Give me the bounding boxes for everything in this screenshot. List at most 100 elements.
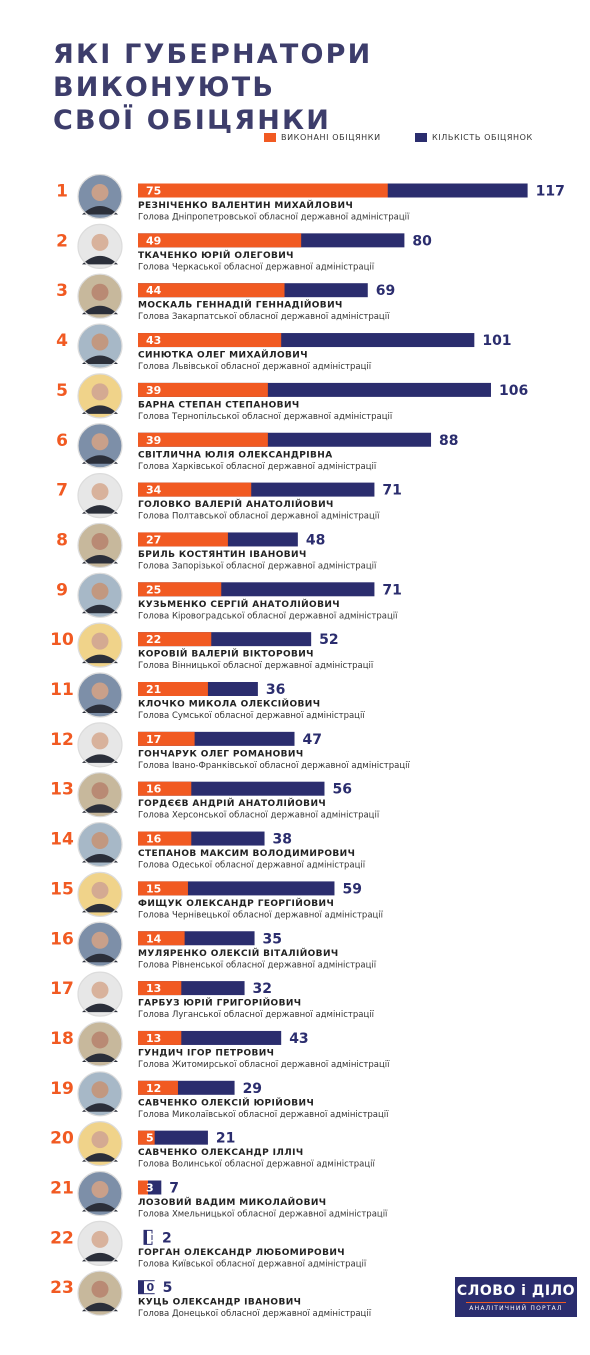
avatar-shoulders bbox=[82, 355, 118, 365]
governor-name: САВЧЕНКО ОЛЕКСІЙ ЮРІЙОВИЧ bbox=[138, 1096, 314, 1108]
done-value-label: 0 bbox=[147, 1281, 155, 1294]
governor-name: ГОНЧАРУК ОЛЕГ РОМАНОВИЧ bbox=[138, 749, 304, 759]
rank-number: 16 bbox=[50, 929, 74, 949]
avatar-border bbox=[77, 871, 123, 918]
governor-position: Голова Київської обласної державної адмі… bbox=[138, 1259, 367, 1269]
avatar-border bbox=[77, 273, 123, 319]
avatar-shoulders bbox=[82, 1302, 118, 1312]
governor-position: Голова Харківської обласної державної ад… bbox=[138, 462, 377, 472]
avatar-face bbox=[91, 184, 109, 201]
rank-number: 4 bbox=[56, 331, 68, 351]
avatar-face bbox=[91, 881, 109, 899]
governor-name: ЛОЗОВИЙ ВАДИМ МИКОЛАЙОВИЧ bbox=[138, 1196, 326, 1208]
total-value-label: 106 bbox=[499, 383, 528, 399]
rank-number: 11 bbox=[50, 680, 74, 700]
total-value-label: 59 bbox=[342, 881, 361, 897]
done-value-label: 17 bbox=[146, 733, 161, 746]
done-bar bbox=[138, 682, 208, 696]
governor-name: ФИЩУК ОЛЕКСАНДР ГЕОРГІЙОВИЧ bbox=[138, 897, 334, 909]
done-value-label: 15 bbox=[146, 882, 161, 895]
avatar-shoulders bbox=[82, 405, 118, 414]
total-value-label: 21 bbox=[216, 1131, 235, 1147]
governor-position: Голова Чернівецької обласної державної а… bbox=[138, 910, 384, 920]
total-value-label: 36 bbox=[266, 682, 285, 698]
total-value-label: 88 bbox=[439, 433, 458, 449]
total-value-label: 29 bbox=[243, 1081, 262, 1097]
done-value-label: 39 bbox=[146, 434, 161, 447]
avatar-border bbox=[77, 1021, 123, 1067]
done-value-label: 16 bbox=[146, 833, 162, 846]
rank-number: 7 bbox=[56, 481, 68, 501]
total-value-label: 117 bbox=[536, 184, 565, 200]
avatar-shoulders bbox=[82, 455, 118, 464]
avatar-face bbox=[91, 732, 109, 750]
avatar-shoulders bbox=[82, 1053, 118, 1062]
done-bar bbox=[138, 1030, 182, 1045]
avatar-face bbox=[91, 981, 109, 999]
governor-position: Голова Запорізької обласної державної ад… bbox=[138, 561, 377, 571]
governor-name: МОСКАЛЬ ГЕННАДІЙ ГЕННАДІЙОВИЧ bbox=[138, 299, 343, 311]
total-value-label: 48 bbox=[306, 532, 325, 548]
total-value-label: 7 bbox=[169, 1181, 179, 1197]
avatar-border bbox=[77, 423, 123, 469]
governor-position: Голова Волинської обласної державної адм… bbox=[138, 1160, 375, 1170]
done-bar bbox=[138, 582, 222, 597]
avatar-shoulders bbox=[82, 654, 118, 664]
avatar-border bbox=[77, 323, 123, 369]
done-value-label: 5 bbox=[146, 1132, 154, 1145]
rank-number: 3 bbox=[56, 281, 68, 301]
done-bar bbox=[138, 632, 212, 647]
avatar-border bbox=[77, 522, 123, 569]
governor-position: Голова Одеської обласної державної адмін… bbox=[138, 861, 366, 871]
title-line-1: ЯКІ ГУБЕРНАТОРИ ВИКОНУЮТЬ bbox=[53, 39, 373, 103]
done-bar bbox=[138, 931, 185, 946]
legend-swatch-done bbox=[264, 133, 276, 142]
total-value-label: 71 bbox=[382, 483, 401, 499]
done-value-label: 0 bbox=[148, 1231, 156, 1244]
done-value-label: 25 bbox=[146, 583, 161, 596]
avatar-border bbox=[77, 373, 123, 419]
done-value-label: 39 bbox=[146, 384, 161, 397]
done-value-label: 3 bbox=[146, 1182, 154, 1195]
done-value-label: 34 bbox=[146, 484, 162, 497]
rank-number: 15 bbox=[50, 879, 74, 899]
avatar-shoulders bbox=[82, 305, 118, 315]
governor-name: ГОРДЄЄВ АНДРІЙ АНАТОЛІЙОВИЧ bbox=[138, 797, 326, 809]
avatar-shoulders bbox=[82, 754, 118, 763]
rank-number: 19 bbox=[50, 1079, 74, 1099]
done-value-label: 49 bbox=[146, 234, 161, 247]
done-value-label: 27 bbox=[146, 533, 161, 546]
governor-position: Голова Миколаївської обласної державної … bbox=[138, 1110, 389, 1120]
rank-number: 17 bbox=[50, 979, 74, 999]
rank-number: 21 bbox=[50, 1179, 74, 1199]
avatar-shoulders bbox=[82, 554, 118, 564]
governor-position: Голова Закарпатської обласної державної … bbox=[138, 312, 390, 322]
done-value-label: 16 bbox=[146, 783, 162, 796]
governor-name: КЛОЧКО МИКОЛА ОЛЕКСІЙОВИЧ bbox=[138, 698, 320, 710]
avatar-shoulders bbox=[82, 206, 118, 215]
brand-logo: СЛОВО і ДІЛО АНАЛІТИЧНИЙ ПОРТАЛ bbox=[455, 1277, 577, 1317]
total-value-label: 71 bbox=[382, 582, 401, 598]
done-bar bbox=[138, 831, 192, 846]
governor-position: Голова Рівненської обласної державної ад… bbox=[138, 960, 377, 970]
avatar-border bbox=[77, 1121, 123, 1167]
governor-position: Голова Полтавської обласної державної ад… bbox=[138, 512, 380, 522]
avatar-shoulders bbox=[82, 903, 118, 913]
governor-position: Голова Вінницької обласної державної адм… bbox=[138, 661, 374, 671]
done-bar bbox=[138, 731, 195, 746]
total-bar bbox=[138, 1130, 208, 1145]
avatar-shoulders bbox=[82, 854, 118, 863]
avatar-face bbox=[91, 1181, 109, 1198]
governor-name: САВЧЕНКО ОЛЕКСАНДР ІЛЛІЧ bbox=[138, 1148, 304, 1158]
done-value-label: 44 bbox=[146, 284, 162, 297]
logo-name: СЛОВО і ДІЛО bbox=[456, 1283, 576, 1299]
rank-number: 2 bbox=[56, 231, 68, 251]
rank-number: 22 bbox=[50, 1228, 74, 1248]
governor-position: Голова Тернопільської обласної державної… bbox=[138, 412, 393, 422]
done-bar bbox=[138, 781, 192, 796]
avatar-border bbox=[77, 173, 123, 220]
avatar-shoulders bbox=[82, 505, 118, 514]
avatar-face bbox=[91, 582, 109, 600]
avatar-face bbox=[91, 532, 109, 550]
avatar-face bbox=[91, 832, 109, 850]
